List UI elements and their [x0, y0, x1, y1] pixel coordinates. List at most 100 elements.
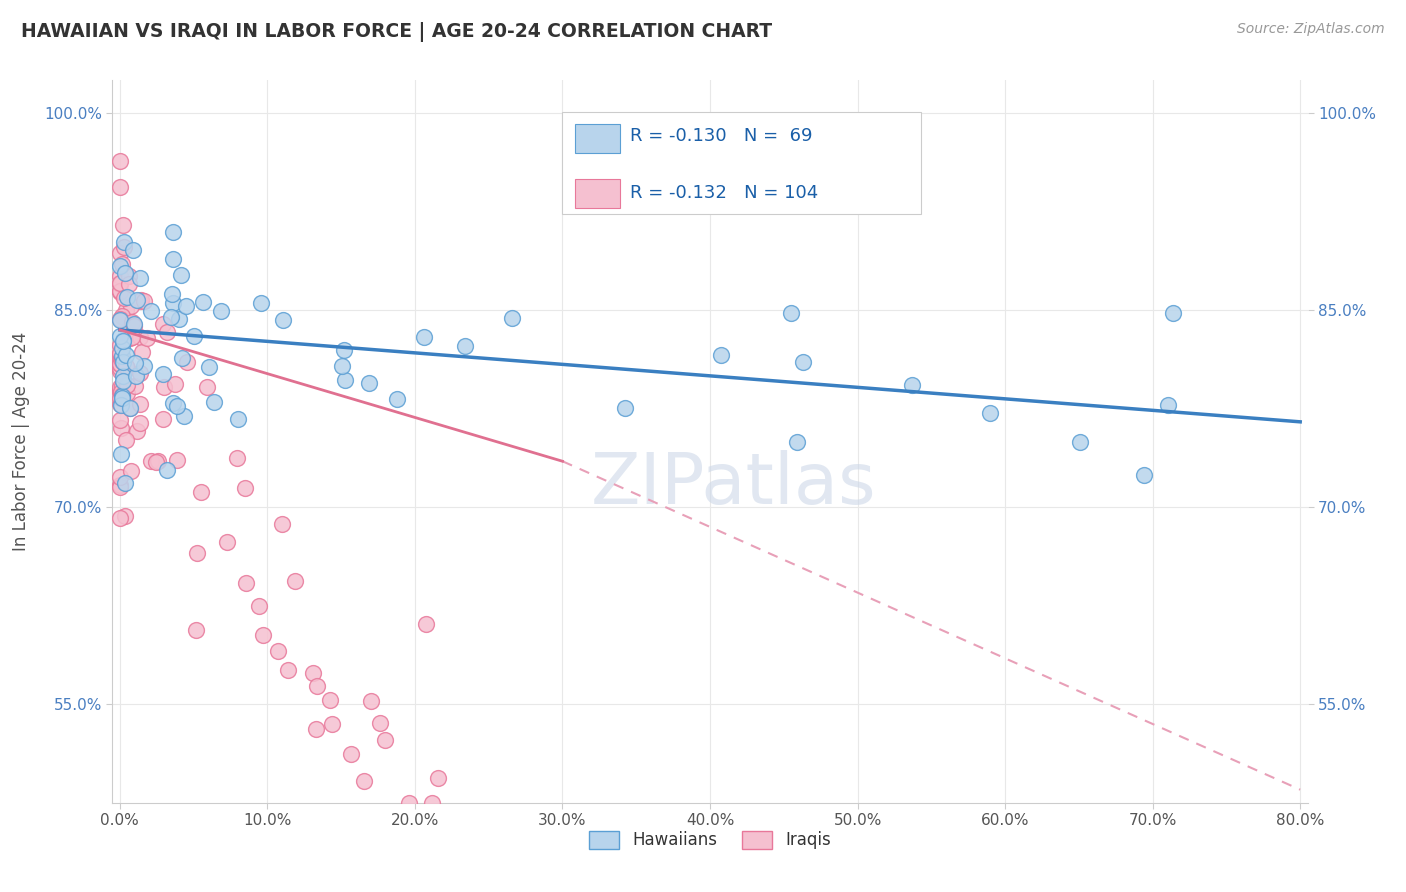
Point	[118, 269, 141, 284]
Point	[121, 315, 143, 329]
Point	[108, 347, 131, 361]
Point	[160, 310, 183, 324]
Point	[111, 334, 134, 348]
Point	[226, 411, 249, 425]
Point	[153, 380, 176, 394]
Point	[162, 396, 184, 410]
Point	[128, 416, 150, 430]
Point	[114, 475, 136, 490]
Point	[122, 244, 145, 258]
Point	[115, 378, 138, 392]
Point	[780, 306, 803, 320]
Point	[415, 617, 437, 632]
Point	[114, 266, 136, 280]
Point	[173, 409, 195, 423]
Point	[233, 481, 256, 495]
Point	[111, 218, 134, 232]
Point	[108, 364, 131, 378]
Point	[108, 357, 131, 371]
Point	[112, 333, 135, 347]
Point	[108, 360, 131, 375]
Point	[786, 435, 808, 450]
Point	[235, 576, 257, 591]
Point	[183, 329, 205, 343]
Point	[110, 511, 132, 525]
Point	[305, 722, 328, 736]
Point	[176, 355, 198, 369]
Point	[125, 368, 148, 383]
Point	[152, 317, 174, 331]
Point	[710, 348, 733, 362]
Point	[108, 478, 131, 492]
Point	[127, 424, 149, 438]
Point	[167, 312, 190, 326]
Point	[121, 330, 143, 344]
Point	[129, 293, 152, 308]
Point	[124, 356, 146, 370]
Point	[111, 389, 134, 403]
Point	[112, 235, 135, 249]
Point	[398, 796, 420, 810]
Point	[108, 345, 131, 359]
Point	[321, 717, 343, 731]
Point	[124, 319, 146, 334]
Point	[110, 313, 132, 327]
Point	[108, 246, 131, 260]
Point	[271, 313, 294, 327]
Point	[427, 771, 450, 785]
Point	[215, 534, 238, 549]
Point	[111, 375, 134, 389]
Point	[979, 407, 1001, 421]
Point	[108, 276, 131, 290]
Point	[108, 357, 131, 371]
Point	[120, 401, 142, 415]
Point	[108, 329, 131, 343]
Point	[110, 399, 132, 413]
Point	[339, 747, 361, 761]
Point	[301, 666, 323, 681]
Point	[319, 693, 342, 707]
Point	[152, 368, 174, 382]
Point	[162, 252, 184, 266]
Point	[110, 384, 132, 399]
Point	[114, 433, 136, 447]
Point	[108, 469, 131, 483]
Point	[330, 359, 353, 374]
Point	[115, 302, 138, 317]
Point	[412, 330, 434, 344]
Point	[174, 299, 197, 313]
Point	[284, 574, 307, 588]
Point	[108, 259, 131, 273]
Point	[156, 463, 179, 477]
Point	[108, 397, 131, 411]
Point	[152, 411, 174, 425]
Point	[1157, 398, 1180, 412]
Point	[108, 391, 131, 405]
Point	[163, 376, 186, 391]
Point	[131, 344, 153, 359]
Point	[110, 311, 132, 326]
Point	[162, 296, 184, 310]
Point	[115, 359, 138, 374]
Point	[368, 716, 391, 731]
Point	[202, 395, 225, 409]
Point	[108, 480, 131, 494]
Y-axis label: In Labor Force | Age 20-24: In Labor Force | Age 20-24	[13, 332, 30, 551]
Point	[114, 348, 136, 362]
Point	[166, 399, 188, 413]
Point	[108, 384, 131, 399]
Text: Source: ZipAtlas.com: Source: ZipAtlas.com	[1237, 22, 1385, 37]
Text: HAWAIIAN VS IRAQI IN LABOR FORCE | AGE 20-24 CORRELATION CHART: HAWAIIAN VS IRAQI IN LABOR FORCE | AGE 2…	[21, 22, 772, 42]
Point	[170, 268, 193, 282]
Point	[122, 317, 145, 331]
Point	[108, 269, 131, 284]
Point	[209, 303, 232, 318]
Point	[277, 663, 299, 677]
Point	[134, 359, 156, 373]
Point	[112, 369, 135, 384]
Point	[162, 287, 184, 301]
Point	[111, 354, 134, 368]
Point	[162, 225, 184, 239]
Point	[1069, 435, 1091, 450]
Legend: Hawaiians, Iraqis: Hawaiians, Iraqis	[582, 824, 838, 856]
